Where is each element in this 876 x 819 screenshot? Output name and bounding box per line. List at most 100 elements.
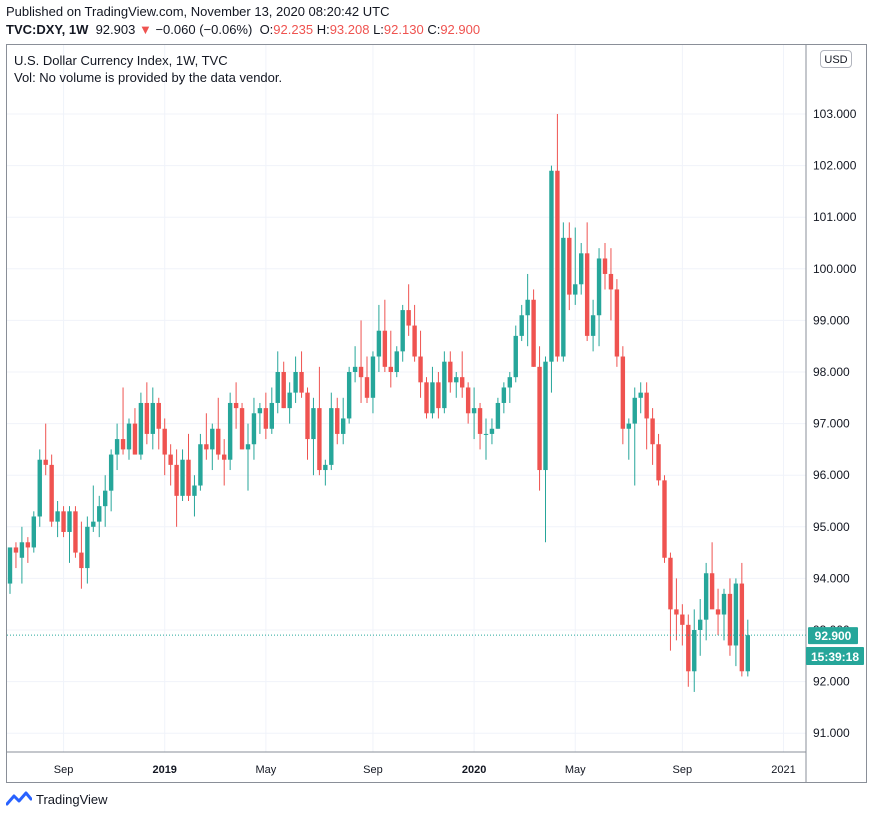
- candle-body: [471, 408, 477, 414]
- candle: [382, 299, 388, 372]
- open-value: 92.235: [273, 22, 314, 37]
- candle-body: [281, 372, 286, 409]
- candle: [287, 382, 292, 424]
- candle-body: [126, 423, 132, 450]
- candle: [668, 552, 673, 651]
- candle: [162, 418, 167, 476]
- candle: [25, 537, 31, 563]
- candle: [543, 356, 548, 543]
- candle-body: [614, 289, 620, 357]
- y-tick-label: 100.000: [813, 262, 857, 276]
- candle-body: [311, 408, 316, 440]
- candle: [394, 346, 399, 378]
- candle-body: [602, 258, 608, 274]
- candle: [305, 387, 310, 460]
- candle-body: [257, 408, 263, 414]
- y-tick-label: 96.000: [813, 468, 850, 482]
- candle-body: [55, 511, 60, 522]
- candle: [204, 413, 209, 460]
- published-line: Published on TradingView.com, November 1…: [6, 4, 390, 19]
- candle: [341, 397, 346, 445]
- candle-body: [335, 408, 340, 434]
- candle-body: [43, 459, 48, 465]
- candle: [561, 222, 566, 362]
- candle-body: [715, 609, 721, 615]
- y-tick-label: 92.000: [813, 675, 850, 689]
- candle: [138, 392, 144, 460]
- y-tick-label: 97.000: [813, 417, 850, 431]
- candle-body: [537, 366, 542, 471]
- candle-body: [364, 377, 370, 398]
- close-value: 92.900: [440, 22, 481, 37]
- candle: [507, 372, 512, 403]
- y-tick-label: 94.000: [813, 571, 850, 585]
- candle-body: [85, 526, 90, 569]
- candle-body: [465, 387, 471, 414]
- candle: [150, 387, 155, 450]
- candle-body: [97, 506, 102, 522]
- candle: [620, 346, 626, 445]
- candle-body: [103, 490, 108, 507]
- candle: [471, 387, 477, 440]
- price-badge-value: 92.900: [815, 629, 852, 643]
- candle-body: [180, 459, 185, 496]
- candle-body: [204, 444, 209, 450]
- candle: [293, 356, 298, 403]
- candle-body: [174, 464, 179, 496]
- candle-body: [650, 418, 655, 445]
- candle-body: [19, 542, 25, 558]
- candle: [73, 506, 78, 558]
- candle-body: [108, 454, 114, 491]
- candle-body: [430, 382, 435, 414]
- x-tick-label: Sep: [673, 764, 693, 776]
- candle: [567, 222, 572, 311]
- candle-body: [549, 170, 554, 362]
- candle-body: [733, 583, 739, 646]
- high-label: H:: [316, 22, 330, 37]
- candle: [448, 351, 453, 393]
- candle: [376, 304, 382, 372]
- candle: [91, 485, 96, 532]
- candle: [412, 304, 417, 362]
- candle: [364, 356, 370, 403]
- candle-body: [61, 511, 66, 532]
- candle: [460, 351, 465, 398]
- candle-body: [567, 237, 572, 295]
- candle: [584, 222, 590, 342]
- currency-button[interactable]: USD: [820, 50, 852, 68]
- candle: [525, 273, 530, 347]
- x-tick-label: 2021: [771, 764, 795, 776]
- candle-body: [37, 459, 42, 517]
- footer-brand[interactable]: TradingView: [6, 791, 108, 807]
- candle-body: [73, 511, 78, 553]
- candle-body: [668, 557, 673, 610]
- candle-body: [251, 413, 257, 445]
- candle-body: [156, 402, 161, 429]
- candle: [644, 382, 649, 450]
- candle: [573, 227, 578, 305]
- candle-body: [269, 402, 274, 429]
- chart-frame[interactable]: [6, 44, 867, 783]
- candle-body: [721, 593, 727, 615]
- ohlc-line: TVC:DXY, 1W 92.903 ▼ −0.060 (−0.06%) O:9…: [6, 22, 480, 37]
- candle-body: [608, 273, 614, 290]
- candle-body: [341, 418, 346, 434]
- candle-body: [739, 583, 745, 672]
- candle-body: [305, 392, 310, 440]
- candle: [400, 304, 405, 362]
- candle: [555, 114, 560, 362]
- candles: [7, 114, 750, 692]
- close-label: C:: [427, 22, 441, 37]
- candle: [388, 330, 393, 388]
- candle-body: [698, 619, 703, 630]
- candle: [632, 387, 637, 486]
- candle-body: [448, 361, 453, 383]
- candle-body: [222, 454, 227, 460]
- candle-body: [329, 408, 334, 465]
- candle: [67, 506, 72, 563]
- candle: [692, 609, 697, 692]
- y-tick-label: 95.000: [813, 520, 850, 534]
- change-arrow-icon: ▼: [138, 22, 152, 37]
- candle-body: [120, 439, 126, 450]
